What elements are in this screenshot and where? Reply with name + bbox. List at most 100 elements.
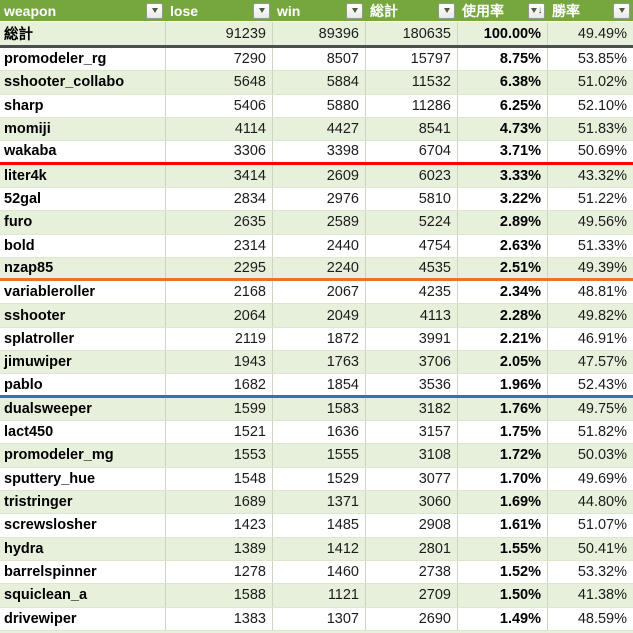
- cell-winrate[interactable]: 46.91%: [577, 330, 627, 347]
- cell-winrate[interactable]: 53.32%: [577, 564, 627, 581]
- cell-lose[interactable]: 5648: [166, 71, 273, 94]
- filter-button-winrate[interactable]: [613, 2, 630, 19]
- cell-winrate[interactable]: 44.80%: [577, 494, 627, 511]
- cell-winrate[interactable]: 47.57%: [577, 354, 627, 371]
- cell-win[interactable]: 5880: [273, 94, 366, 117]
- cell-weapon[interactable]: splatroller: [0, 327, 166, 351]
- cell-usage[interactable]: 1.70%: [458, 467, 548, 490]
- cell-total[interactable]: 11286: [366, 94, 458, 117]
- cell-win[interactable]: 89396: [273, 22, 366, 45]
- cell-winrate[interactable]: 51.02%: [577, 74, 627, 91]
- cell-weapon[interactable]: momiji: [0, 117, 166, 141]
- cell-weapon[interactable]: liter4k: [0, 164, 166, 187]
- cell-weapon[interactable]: promodeler_mg: [0, 444, 166, 467]
- cell-winrate[interactable]: 50.03%: [577, 447, 627, 464]
- cell-total[interactable]: 2738: [366, 560, 458, 584]
- cell-winrate[interactable]: 48.81%: [577, 284, 627, 301]
- cell-total[interactable]: 4535: [366, 257, 458, 279]
- cell-total[interactable]: 15797: [366, 48, 458, 71]
- filter-button-win[interactable]: [346, 2, 363, 19]
- cell-total[interactable]: 3060: [366, 490, 458, 514]
- cell-win[interactable]: 1412: [273, 537, 366, 560]
- cell-usage[interactable]: 1.50%: [458, 584, 548, 607]
- cell-win[interactable]: 4427: [273, 117, 366, 141]
- cell-winrate[interactable]: 52.10%: [577, 97, 627, 114]
- cell-lose[interactable]: 1588: [166, 584, 273, 607]
- cell-winrate[interactable]: 52.43%: [577, 376, 627, 393]
- cell-lose[interactable]: 1423: [166, 514, 273, 537]
- cell-win[interactable]: 1763: [273, 351, 366, 374]
- cell-lose[interactable]: 5406: [166, 94, 273, 117]
- cell-win[interactable]: 2440: [273, 234, 366, 257]
- cell-weapon[interactable]: sshooter_collabo: [0, 71, 166, 94]
- cell-total[interactable]: 180635: [366, 22, 458, 45]
- cell-usage[interactable]: 2.63%: [458, 234, 548, 257]
- cell-usage[interactable]: 2.21%: [458, 327, 548, 351]
- cell-winrate[interactable]: 49.49%: [577, 25, 627, 42]
- cell-winrate[interactable]: 41.38%: [577, 587, 627, 604]
- cell-usage[interactable]: 2.34%: [458, 281, 548, 304]
- cell-total[interactable]: 4235: [366, 281, 458, 304]
- cell-lose[interactable]: 2314: [166, 234, 273, 257]
- cell-total[interactable]: 2690: [366, 607, 458, 630]
- filter-button-lose[interactable]: [253, 2, 270, 19]
- cell-lose[interactable]: 1521: [166, 421, 273, 444]
- cell-winrate[interactable]: 49.56%: [577, 214, 627, 231]
- cell-weapon[interactable]: 総計: [0, 22, 166, 45]
- cell-win[interactable]: 2976: [273, 187, 366, 211]
- cell-lose[interactable]: 2119: [166, 327, 273, 351]
- cell-usage[interactable]: 1.69%: [458, 490, 548, 514]
- cell-win[interactable]: 2589: [273, 211, 366, 234]
- cell-lose[interactable]: 2168: [166, 281, 273, 304]
- cell-win[interactable]: 1636: [273, 421, 366, 444]
- cell-usage[interactable]: 1.72%: [458, 444, 548, 467]
- cell-winrate[interactable]: 49.39%: [577, 259, 627, 276]
- cell-win[interactable]: 1872: [273, 327, 366, 351]
- cell-win[interactable]: 1583: [273, 397, 366, 420]
- cell-winrate[interactable]: 48.59%: [577, 610, 627, 627]
- filter-button-weapon[interactable]: [146, 2, 163, 19]
- cell-weapon[interactable]: promodeler_rg: [0, 48, 166, 71]
- filter-button-usage-sorted[interactable]: ↓: [528, 2, 545, 19]
- cell-lose[interactable]: 2295: [166, 257, 273, 279]
- cell-usage[interactable]: 3.22%: [458, 187, 548, 211]
- cell-total[interactable]: 2801: [366, 537, 458, 560]
- cell-winrate[interactable]: 51.07%: [577, 517, 627, 534]
- cell-total[interactable]: 6704: [366, 141, 458, 162]
- cell-lose[interactable]: 3414: [166, 164, 273, 187]
- cell-win[interactable]: 1307: [273, 607, 366, 630]
- cell-weapon[interactable]: wakaba: [0, 141, 166, 162]
- cell-win[interactable]: 5884: [273, 71, 366, 94]
- cell-win[interactable]: 1121: [273, 584, 366, 607]
- cell-winrate[interactable]: 51.22%: [577, 191, 627, 208]
- cell-usage[interactable]: 1.75%: [458, 421, 548, 444]
- cell-weapon[interactable]: squiclean_a: [0, 584, 166, 607]
- cell-winrate[interactable]: 49.82%: [577, 307, 627, 324]
- filter-button-total[interactable]: [438, 2, 455, 19]
- cell-total[interactable]: 4754: [366, 234, 458, 257]
- cell-usage[interactable]: 100.00%: [458, 22, 548, 45]
- cell-total[interactable]: 6023: [366, 164, 458, 187]
- cell-lose[interactable]: 2834: [166, 187, 273, 211]
- cell-usage[interactable]: 1.96%: [458, 374, 548, 395]
- cell-winrate[interactable]: 53.85%: [577, 51, 627, 68]
- cell-win[interactable]: 1460: [273, 560, 366, 584]
- cell-lose[interactable]: 1389: [166, 537, 273, 560]
- cell-win[interactable]: 3398: [273, 141, 366, 162]
- cell-winrate[interactable]: 43.32%: [577, 167, 627, 184]
- cell-lose[interactable]: 7290: [166, 48, 273, 71]
- cell-total[interactable]: 3991: [366, 327, 458, 351]
- cell-lose[interactable]: 1553: [166, 444, 273, 467]
- cell-usage[interactable]: 1.76%: [458, 397, 548, 420]
- cell-win[interactable]: 1485: [273, 514, 366, 537]
- cell-usage[interactable]: 6.25%: [458, 94, 548, 117]
- cell-weapon[interactable]: hydra: [0, 537, 166, 560]
- cell-lose[interactable]: 1383: [166, 607, 273, 630]
- cell-winrate[interactable]: 50.69%: [577, 143, 627, 160]
- cell-total[interactable]: 11532: [366, 71, 458, 94]
- cell-usage[interactable]: 2.89%: [458, 211, 548, 234]
- cell-usage[interactable]: 2.28%: [458, 304, 548, 327]
- cell-lose[interactable]: 1943: [166, 351, 273, 374]
- cell-total[interactable]: 2908: [366, 514, 458, 537]
- cell-lose[interactable]: 1548: [166, 467, 273, 490]
